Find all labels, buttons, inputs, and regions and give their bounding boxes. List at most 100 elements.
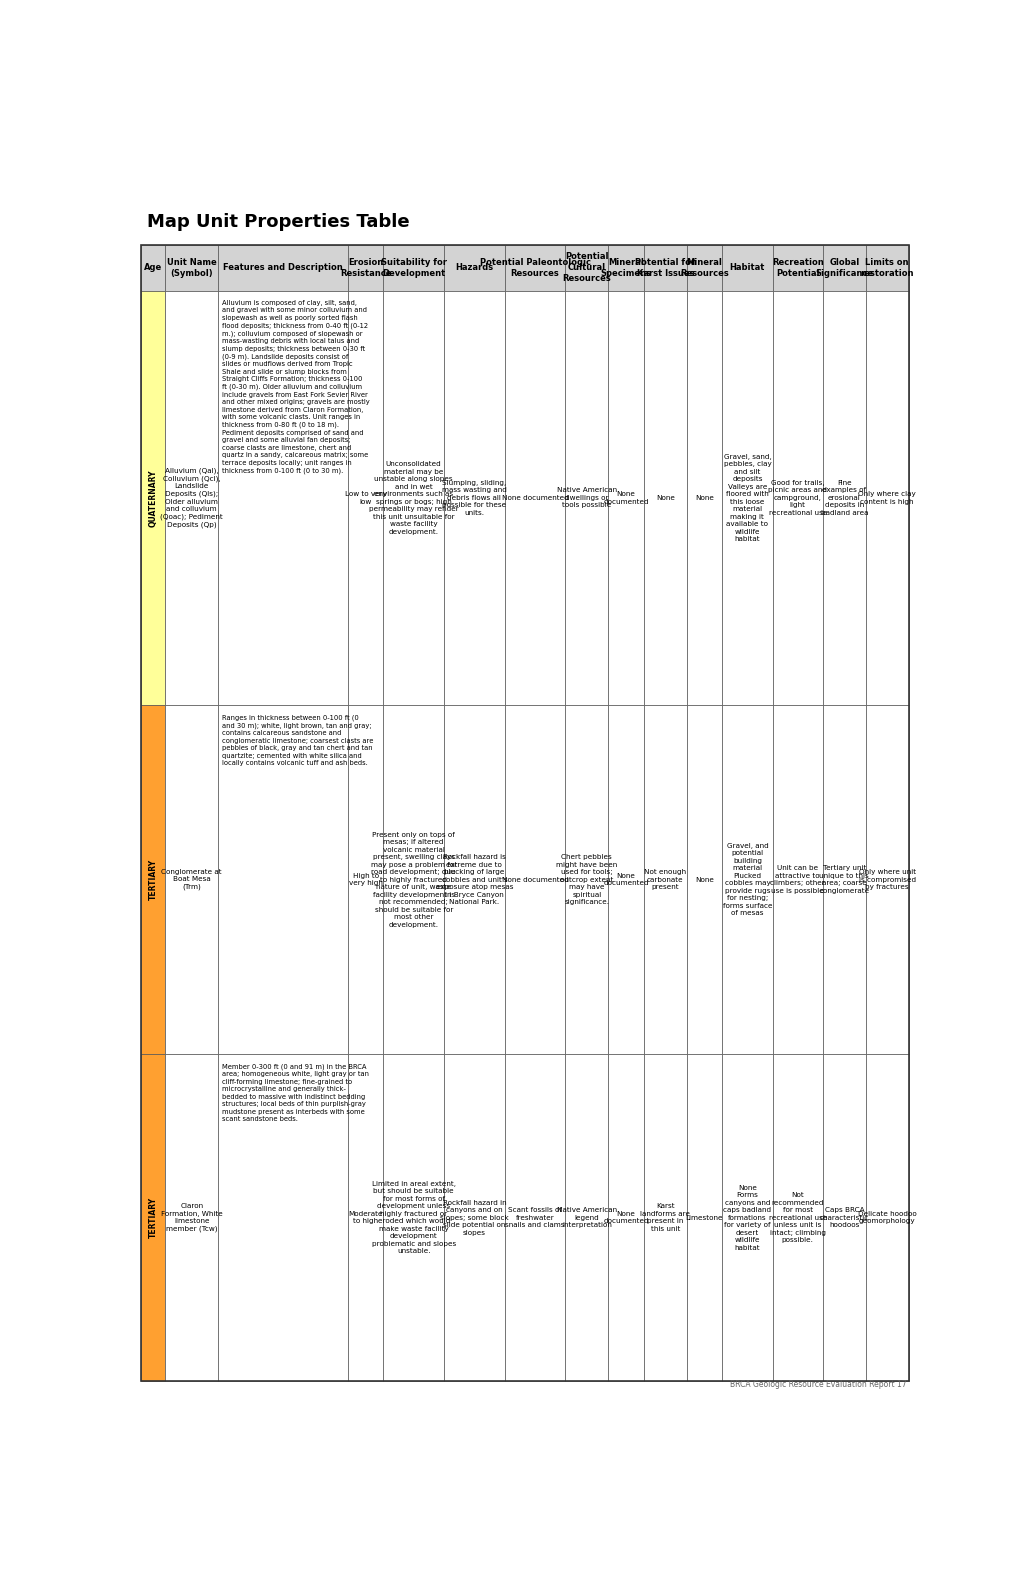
Text: Potential for
Karst Issues: Potential for Karst Issues — [635, 257, 695, 277]
Text: None
documented: None documented — [602, 873, 648, 886]
Bar — [383, 704, 443, 1054]
Bar — [165, 704, 218, 1054]
Text: Conglomerate at
Boat Mesa
(Trm): Conglomerate at Boat Mesa (Trm) — [161, 868, 222, 890]
Text: Mineral
Specimens: Mineral Specimens — [600, 257, 651, 277]
Text: Alluvium is composed of clay, silt, sand,
and gravel with some minor colluvium a: Alluvium is composed of clay, silt, sand… — [222, 299, 370, 474]
Text: Ranges in thickness between 0-100 ft (0
and 30 m); white, light brown, tan and g: Ranges in thickness between 0-100 ft (0 … — [222, 714, 373, 766]
Text: Not
recommended
for most
recreational use
unless unit is
intact; climbing
possib: Not recommended for most recreational us… — [767, 1191, 826, 1243]
Bar — [142, 244, 165, 290]
Text: Limits on
restoration: Limits on restoration — [860, 257, 913, 277]
Bar — [607, 290, 643, 704]
Bar — [347, 244, 383, 290]
Text: Potential Paleontologic
Resources: Potential Paleontologic Resources — [479, 257, 590, 277]
Text: None documented: None documented — [501, 495, 568, 501]
Bar — [865, 1054, 908, 1381]
Bar — [565, 244, 607, 290]
Text: Delicate hoodoo
geomorphology: Delicate hoodoo geomorphology — [857, 1210, 916, 1225]
Text: Scant fossils of
freshwater
snails and clams: Scant fossils of freshwater snails and c… — [504, 1207, 565, 1228]
Bar — [865, 244, 908, 290]
Text: Rockfall hazard is
extreme due to
plucking of large
cobbles and unit's
exposure : Rockfall hazard is extreme due to plucki… — [435, 854, 513, 905]
Text: Recreation
Potential: Recreation Potential — [771, 257, 822, 277]
Bar — [383, 244, 443, 290]
Text: Native American
dwellings or
tools possible: Native American dwellings or tools possi… — [556, 487, 616, 509]
Text: Global
Significance: Global Significance — [814, 257, 872, 277]
Bar — [822, 290, 865, 704]
Text: TERTIARY: TERTIARY — [149, 1196, 158, 1239]
Text: Caps BRCA
characteristic
hoodoos: Caps BRCA characteristic hoodoos — [819, 1207, 868, 1228]
Bar — [218, 1054, 347, 1381]
Text: Suitability for
Development: Suitability for Development — [380, 257, 446, 277]
Text: None
documented: None documented — [602, 492, 648, 504]
Bar — [347, 1054, 383, 1381]
Bar — [504, 704, 565, 1054]
Bar — [347, 704, 383, 1054]
Bar — [822, 244, 865, 290]
Bar — [165, 1054, 218, 1381]
Text: Present only on tops of
mesas; if altered
volcanic material
present, swelling cl: Present only on tops of mesas; if altere… — [370, 832, 457, 928]
Bar — [165, 290, 218, 704]
Bar — [565, 1054, 607, 1381]
Bar — [565, 290, 607, 704]
Bar — [443, 290, 504, 704]
Bar — [822, 1054, 865, 1381]
Bar — [383, 1054, 443, 1381]
Bar — [865, 290, 908, 704]
Text: None
documented: None documented — [602, 1210, 648, 1225]
Bar — [822, 704, 865, 1054]
Text: Slumping, sliding,
mass wasting and
debris flows all
possible for these
units.: Slumping, sliding, mass wasting and debr… — [441, 481, 506, 515]
Bar — [721, 1054, 771, 1381]
Bar — [504, 244, 565, 290]
Bar — [142, 704, 165, 1054]
Bar — [771, 704, 822, 1054]
Text: Native American
legend
interpretation: Native American legend interpretation — [556, 1207, 616, 1228]
Bar — [504, 1054, 565, 1381]
Bar — [443, 244, 504, 290]
Text: Unit can be
attractive to
climbers; other
use is possible: Unit can be attractive to climbers; othe… — [769, 865, 824, 894]
Text: Potential
Cultural
Resources: Potential Cultural Resources — [561, 252, 610, 284]
Bar — [504, 290, 565, 704]
Text: Age: Age — [144, 263, 162, 273]
Bar — [607, 244, 643, 290]
Text: Rockfall hazard in
canyons and on
slopes; some block
slide potential on
slopes: Rockfall hazard in canyons and on slopes… — [439, 1199, 508, 1236]
Text: Alluvium (Qal),
Colluvium (Qcl),
Landslide
Deposits (Qls);
Older alluvium
and co: Alluvium (Qal), Colluvium (Qcl), Landsli… — [160, 468, 223, 528]
Bar — [218, 244, 347, 290]
Bar — [607, 704, 643, 1054]
Text: Limited in areal extent,
but should be suitable
for most forms of
development un: Limited in areal extent, but should be s… — [371, 1180, 455, 1254]
Text: Member 0-300 ft (0 and 91 m) in the BRCA
area; homogeneous white, light gray or : Member 0-300 ft (0 and 91 m) in the BRCA… — [222, 1064, 369, 1122]
Text: High to
very high: High to very high — [348, 873, 382, 886]
Text: Limestone: Limestone — [685, 1215, 722, 1220]
Text: Gravel, sand,
pebbles, clay
and silt
deposits
Valleys are
floored with
this loos: Gravel, sand, pebbles, clay and silt dep… — [722, 454, 770, 542]
Bar — [443, 704, 504, 1054]
Text: Karst
landforms are
present in
this unit: Karst landforms are present in this unit — [640, 1204, 690, 1232]
Bar — [686, 1054, 721, 1381]
Bar — [686, 290, 721, 704]
Text: Good for trails,
picnic areas and
campground,
light
recreational use: Good for trails, picnic areas and campgr… — [767, 481, 826, 515]
Text: Chert pebbles
might have been
used for tools;
outcrop extent
may have
spiritual
: Chert pebbles might have been used for t… — [555, 854, 616, 905]
Bar — [643, 1054, 686, 1381]
Bar — [643, 244, 686, 290]
Text: None
Forms
canyons and
caps badland
formations
for variety of
desert
wildlife
ha: None Forms canyons and caps badland form… — [722, 1185, 770, 1250]
Text: Claron
Formation, White
limestone
member (Tcw): Claron Formation, White limestone member… — [161, 1202, 222, 1232]
Text: Not enough
carbonate
present: Not enough carbonate present — [644, 868, 686, 890]
Bar — [686, 244, 721, 290]
Bar — [165, 244, 218, 290]
Text: Erosion
Resistance: Erosion Resistance — [339, 257, 391, 277]
Text: Moderate
to high: Moderate to high — [348, 1210, 382, 1225]
Bar — [643, 704, 686, 1054]
Text: Habitat: Habitat — [729, 263, 764, 273]
Text: Low to very
low: Low to very low — [344, 492, 386, 504]
Bar — [607, 1054, 643, 1381]
Bar — [643, 290, 686, 704]
Text: Unconsolidated
material may be
unstable along slopes
and in wet
environments suc: Unconsolidated material may be unstable … — [369, 462, 459, 534]
Bar — [771, 244, 822, 290]
Bar — [218, 704, 347, 1054]
Text: QUATERNARY: QUATERNARY — [149, 470, 158, 526]
Text: None: None — [694, 495, 713, 501]
Bar — [565, 704, 607, 1054]
Text: Fine
examples of
erosional
deposits in
badland area: Fine examples of erosional deposits in b… — [819, 481, 867, 515]
Text: None: None — [655, 495, 674, 501]
Text: Tertiary unit
unique to this
area; coarse
conglomerate: Tertiary unit unique to this area; coars… — [818, 865, 868, 894]
Bar — [865, 704, 908, 1054]
Text: Hazards: Hazards — [454, 263, 493, 273]
Text: Features and Description: Features and Description — [223, 263, 342, 273]
